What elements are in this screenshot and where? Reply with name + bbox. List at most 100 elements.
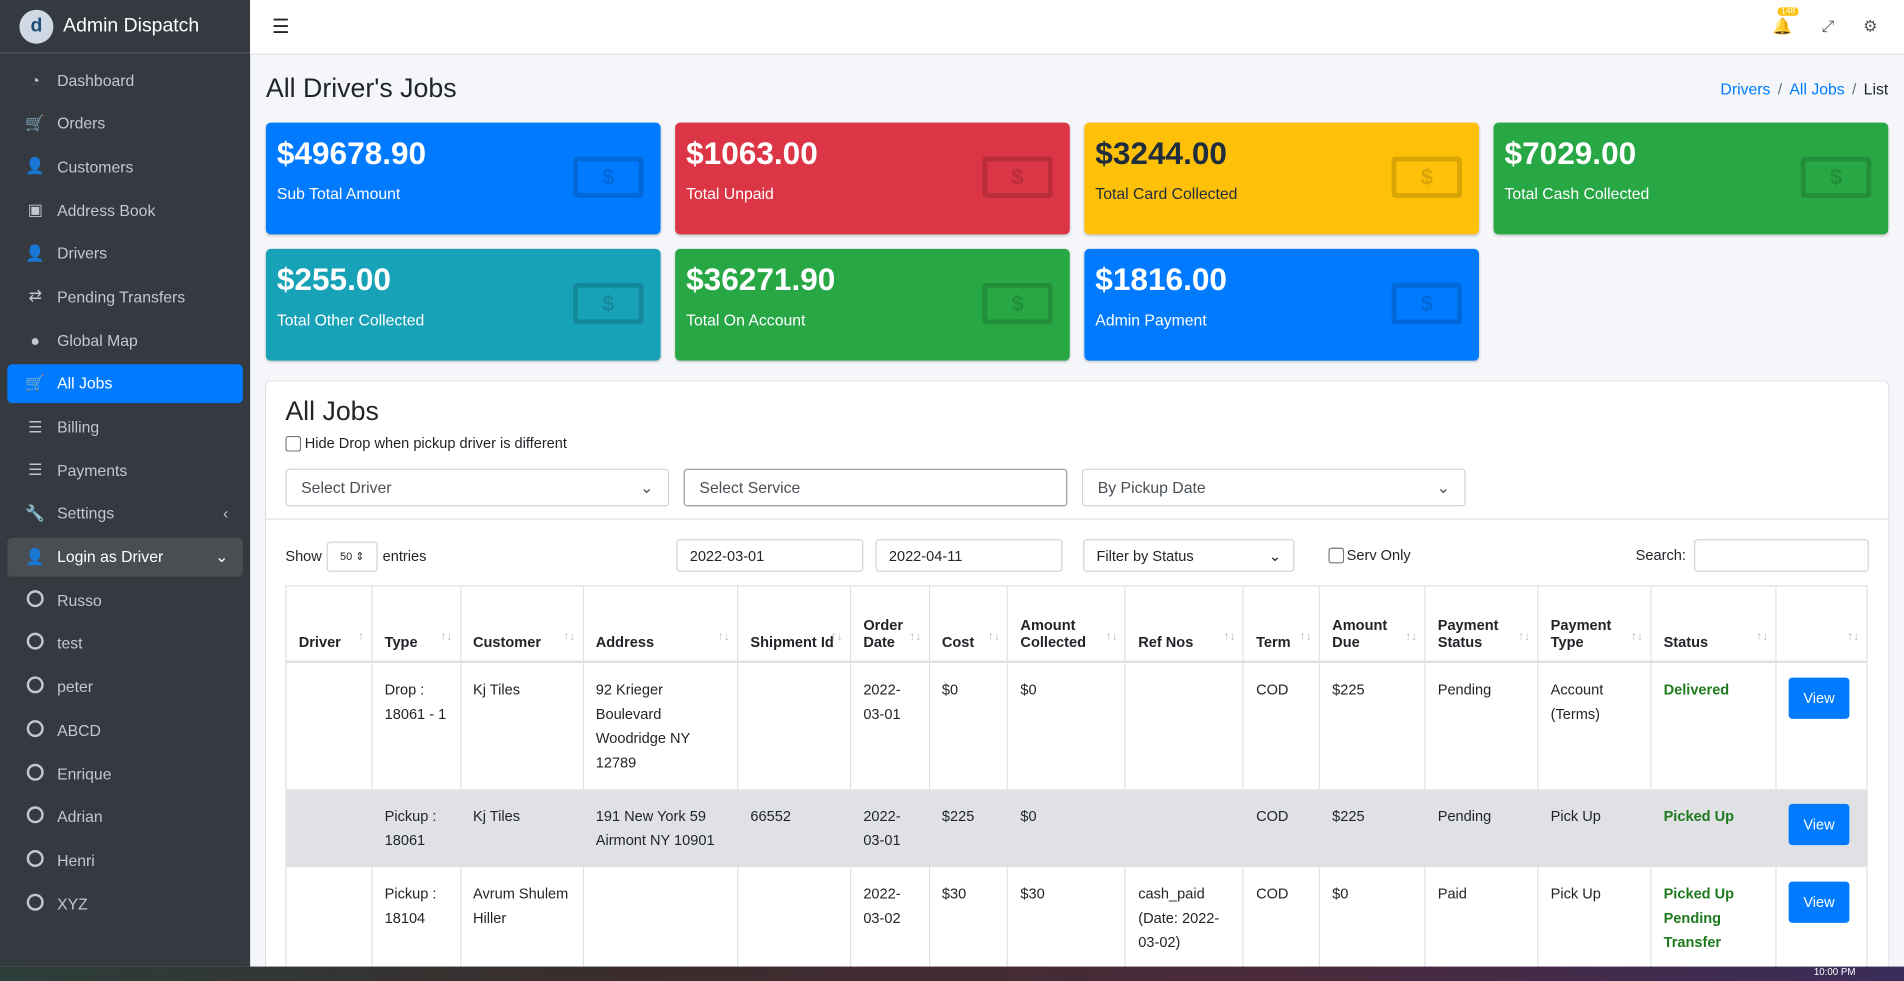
sidebar-item-global-map[interactable]: ● Global Map bbox=[7, 321, 243, 360]
sidebar-item-login-as-driver[interactable]: 👤 Login as Driver ⌄ bbox=[7, 537, 243, 577]
sort-icon: ↑↓ bbox=[440, 629, 453, 643]
money-bill-icon: $ bbox=[1800, 156, 1872, 198]
sidebar-item-pending-transfers[interactable]: ⇄ Pending Transfers bbox=[7, 277, 243, 316]
money-bill-icon: $ bbox=[982, 156, 1053, 198]
box-value: $7029.00 bbox=[1504, 134, 1637, 172]
sidebar-item-label: Orders bbox=[57, 114, 106, 133]
status-filter-select[interactable]: Filter by Status ⌄ bbox=[1083, 539, 1295, 572]
table-cell: COD bbox=[1242, 866, 1321, 969]
view-button[interactable]: View bbox=[1788, 880, 1850, 923]
table-cell: Pending bbox=[1424, 788, 1539, 867]
select-service[interactable]: Select Service bbox=[683, 468, 1068, 507]
entries-select[interactable]: 50 ⇕ bbox=[326, 540, 378, 572]
driver-login-item[interactable]: XYZ bbox=[7, 884, 243, 923]
summary-box: $3244.00 Total Card Collected $ bbox=[1084, 122, 1480, 235]
column-header[interactable]: Type ↑↓ bbox=[371, 585, 461, 663]
table-cell: Picked Up bbox=[1650, 788, 1777, 867]
driver-login-item[interactable]: Adrian bbox=[7, 797, 243, 836]
select-driver[interactable]: Select Driver ⌄ bbox=[285, 468, 670, 507]
column-header[interactable]: Ref Nos ↑↓ bbox=[1124, 585, 1244, 663]
driver-login-item[interactable]: Enrique bbox=[7, 754, 243, 793]
table-cell: $0 bbox=[1007, 788, 1127, 867]
box-label: Total On Account bbox=[686, 310, 806, 330]
date-from-input[interactable]: 2022-03-01 bbox=[676, 539, 864, 572]
column-header[interactable]: Cost ↑↓ bbox=[928, 585, 1009, 663]
sidebar-item-dashboard[interactable]: ◔ Dashboard bbox=[7, 61, 243, 100]
sidebar-item-settings[interactable]: 🔧 Settings ‹ bbox=[7, 494, 243, 533]
sidebar-item-label: Pending Transfers bbox=[57, 287, 186, 306]
sidebar-item-drivers[interactable]: 👤 Drivers bbox=[7, 234, 243, 273]
summary-box: $255.00 Total Other Collected $ bbox=[265, 248, 661, 361]
brand[interactable]: d Admin Dispatch bbox=[0, 0, 251, 54]
show-label: Show bbox=[285, 547, 322, 565]
box-label: Admin Payment bbox=[1095, 310, 1207, 330]
column-header[interactable]: Shipment Id ↑↓ bbox=[737, 585, 852, 663]
fullscreen-icon[interactable]: ⤢ bbox=[1821, 17, 1835, 36]
sort-icon: ↑ bbox=[357, 629, 364, 643]
box-label: Total Other Collected bbox=[276, 310, 425, 330]
column-header[interactable]: Address ↑↓ bbox=[582, 585, 739, 663]
sidebar-item-label: Customers bbox=[57, 157, 134, 176]
breadcrumb-drivers[interactable]: Drivers bbox=[1720, 79, 1771, 98]
driver-login-item[interactable]: Russo bbox=[7, 581, 243, 620]
column-header[interactable]: Amount Collected ↑↓ bbox=[1007, 585, 1127, 663]
sidebar-item-customers[interactable]: 👤 Customers bbox=[7, 147, 243, 186]
search-input[interactable] bbox=[1693, 539, 1869, 572]
all-jobs-card: All Jobs Hide Drop when pickup driver is… bbox=[265, 381, 1889, 981]
sort-icon: ↑↓ bbox=[1630, 629, 1643, 643]
sidebar-item-address-book[interactable]: ▣ Address Book bbox=[7, 191, 243, 230]
circle-icon bbox=[26, 633, 44, 651]
hide-drop-checkbox[interactable] bbox=[285, 435, 302, 452]
sidebar-item-all-jobs[interactable]: 🛒 All Jobs bbox=[7, 364, 243, 403]
driver-name: Adrian bbox=[57, 807, 103, 826]
driver-login-item[interactable]: test bbox=[7, 624, 243, 663]
sort-icon: ↑↓ bbox=[562, 629, 576, 643]
sidebar-item-label: Payments bbox=[57, 461, 128, 480]
brand-logo: d bbox=[19, 9, 54, 44]
column-header[interactable]: Payment Type ↑↓ bbox=[1537, 585, 1652, 663]
sidebar-item-billing[interactable]: ☰ Billing bbox=[7, 407, 243, 446]
sort-icon: ↑↓ bbox=[1223, 629, 1236, 643]
sidebar-item-orders[interactable]: 🛒 Orders bbox=[7, 104, 243, 143]
column-header[interactable]: ↑↓ bbox=[1775, 585, 1868, 663]
settings-gears-icon[interactable]: ⚙ bbox=[1863, 17, 1878, 36]
notifications-bell-icon[interactable]: 🔔 148 bbox=[1773, 7, 1799, 36]
circle-icon bbox=[26, 893, 44, 911]
driver-login-item[interactable]: Henri bbox=[7, 841, 243, 880]
table-cell bbox=[1124, 788, 1244, 867]
driver-login-item[interactable]: peter bbox=[7, 667, 243, 706]
hide-drop-label: Hide Drop when pickup driver is differen… bbox=[304, 434, 567, 452]
column-header[interactable]: Driver ↑ bbox=[285, 585, 373, 663]
table-row: Pickup : 18061 Kj Tiles 191 New York 59 Ai… bbox=[285, 788, 1868, 867]
table-cell: Avrum Shulem Hiller bbox=[459, 866, 584, 969]
view-button[interactable]: View bbox=[1788, 676, 1850, 719]
circle-icon bbox=[26, 676, 44, 694]
date-mode-select[interactable]: By Pickup Date ⌄ bbox=[1081, 468, 1466, 507]
view-button[interactable]: View bbox=[1788, 803, 1850, 845]
circle-icon bbox=[26, 589, 44, 607]
serv-only-checkbox[interactable] bbox=[1328, 547, 1345, 563]
table-cell: $30 bbox=[928, 866, 1009, 969]
money-bill-icon: $ bbox=[573, 282, 644, 325]
column-header[interactable]: Term ↑↓ bbox=[1242, 585, 1321, 663]
table-cell: 92 Krieger Boulevard Woodridge NY 12789 bbox=[582, 661, 739, 789]
table-cell: $30 bbox=[1007, 866, 1127, 969]
column-header[interactable]: Status ↑↓ bbox=[1650, 585, 1777, 663]
driver-login-item[interactable]: ABCD bbox=[7, 711, 243, 750]
sidebar-item-label: Billing bbox=[57, 417, 100, 436]
column-header[interactable]: Amount Due ↑↓ bbox=[1318, 585, 1426, 663]
sidebar-item-payments[interactable]: ☰ Payments bbox=[7, 451, 243, 490]
breadcrumb-all-jobs[interactable]: All Jobs bbox=[1789, 79, 1845, 98]
sort-icon: ↑↓ bbox=[1105, 629, 1118, 643]
menu-toggle-icon[interactable]: ☰ bbox=[272, 17, 290, 38]
column-header[interactable]: Payment Status ↑↓ bbox=[1424, 585, 1539, 663]
sort-icon: ↑↓ bbox=[1517, 629, 1531, 643]
table-row: Pickup : 18104 Avrum Shulem Hiller 2022-03… bbox=[285, 866, 1868, 969]
sidebar-item-label: Global Map bbox=[57, 331, 138, 350]
brand-name: Admin Dispatch bbox=[63, 15, 200, 36]
column-header[interactable]: Customer ↑↓ bbox=[459, 585, 584, 663]
table-cell bbox=[582, 866, 739, 969]
date-to-input[interactable]: 2022-04-11 bbox=[875, 539, 1063, 572]
table-cell: Pickup : 18104 bbox=[371, 866, 461, 969]
column-header[interactable]: Order Date ↑↓ bbox=[849, 585, 930, 663]
